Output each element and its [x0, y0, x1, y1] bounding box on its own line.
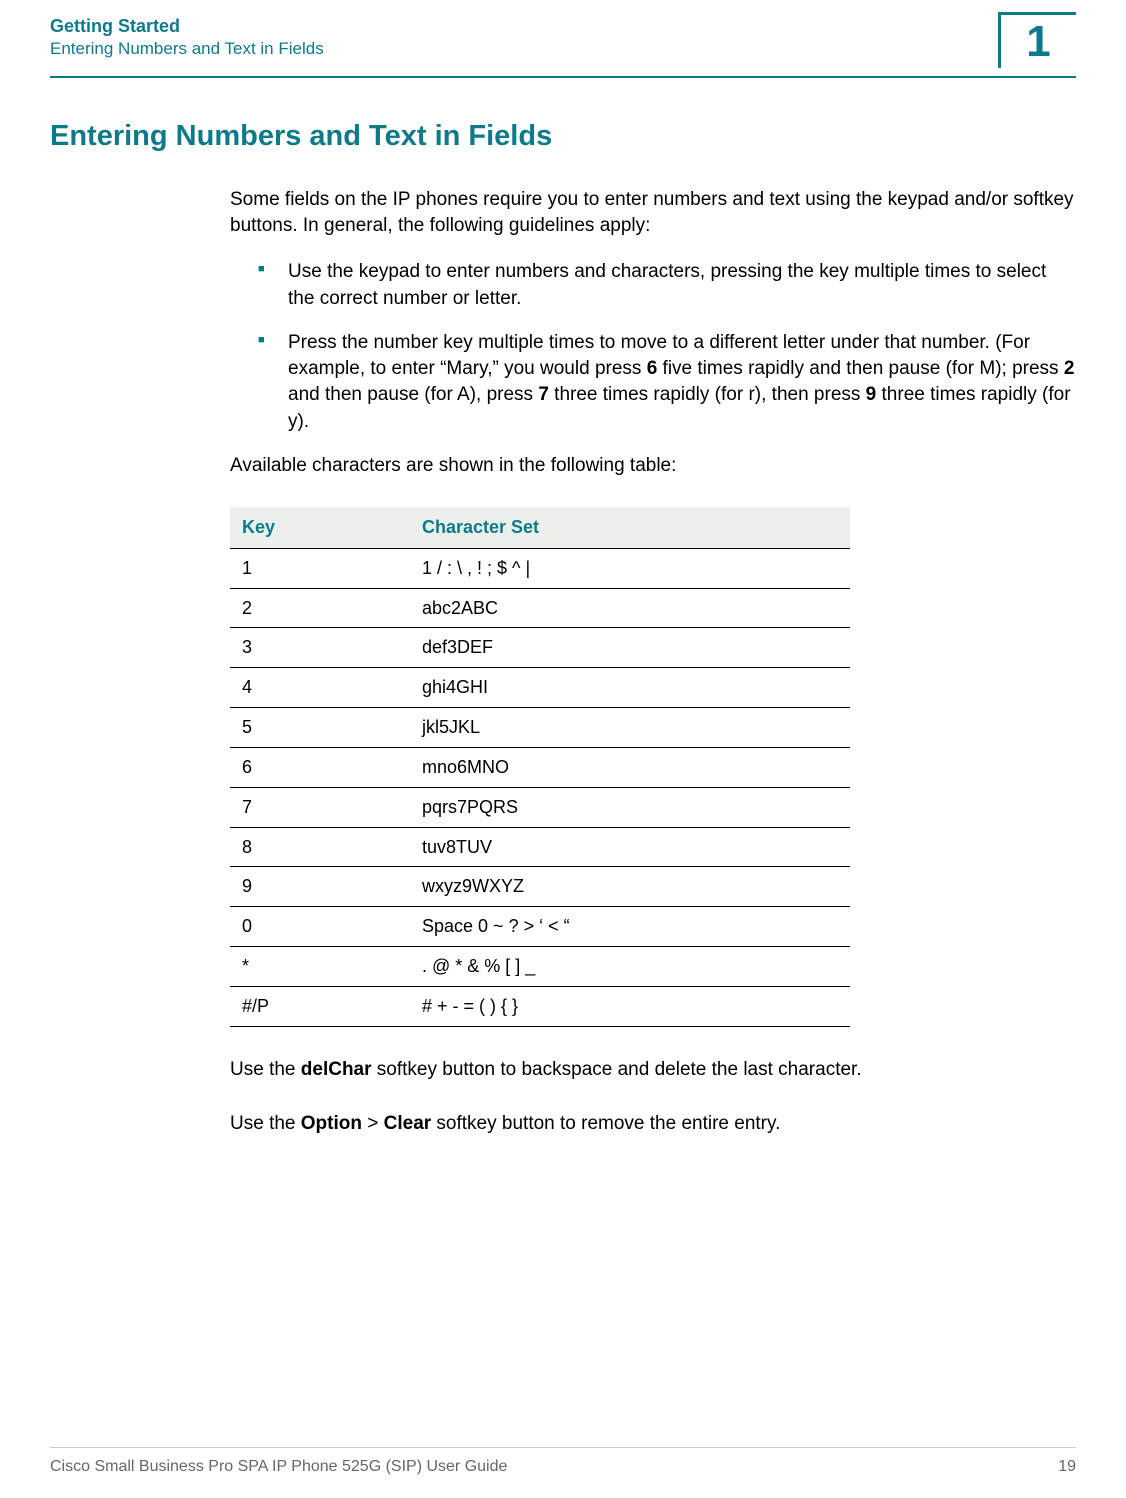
cell-key: 7 — [230, 787, 410, 827]
delchar-paragraph: Use the delChar softkey button to backsp… — [230, 1057, 1076, 1083]
table-row: *. @ * & % [ ] _ — [230, 947, 850, 987]
cell-charset: mno6MNO — [410, 747, 850, 787]
bullet2-t3: three times rapidly (for r), then press — [549, 384, 866, 405]
cell-charset: wxyz9WXYZ — [410, 867, 850, 907]
content-body: Some fields on the IP phones require you… — [230, 187, 1076, 1137]
bullet2-key6: 6 — [647, 358, 658, 379]
page-header: Getting Started Entering Numbers and Tex… — [0, 0, 1126, 68]
bullet-list: Use the keypad to enter numbers and char… — [258, 259, 1076, 434]
cell-charset: ghi4GHI — [410, 668, 850, 708]
header-left: Getting Started Entering Numbers and Tex… — [50, 12, 324, 59]
cell-key: 2 — [230, 588, 410, 628]
table-row: 7pqrs7PQRS — [230, 787, 850, 827]
footer-left: Cisco Small Business Pro SPA IP Phone 52… — [50, 1458, 507, 1476]
list-item: Use the keypad to enter numbers and char… — [258, 259, 1076, 311]
option-mid: > — [362, 1113, 384, 1134]
table-row: 8tuv8TUV — [230, 827, 850, 867]
available-chars-text: Available characters are shown in the fo… — [230, 453, 1076, 479]
table-body: 11 / : \ , ! ; $ ^ | 2abc2ABC 3def3DEF 4… — [230, 548, 850, 1026]
table-row: 5jkl5JKL — [230, 708, 850, 748]
cell-charset: abc2ABC — [410, 588, 850, 628]
option-clear-paragraph: Use the Option > Clear softkey button to… — [230, 1111, 1076, 1137]
table-row: 11 / : \ , ! ; $ ^ | — [230, 548, 850, 588]
bullet2-key9: 9 — [866, 384, 877, 405]
cell-charset: def3DEF — [410, 628, 850, 668]
table-header-key: Key — [230, 507, 410, 548]
cell-charset: jkl5JKL — [410, 708, 850, 748]
page-footer: Cisco Small Business Pro SPA IP Phone 52… — [50, 1447, 1076, 1476]
table-header-row: Key Character Set — [230, 507, 850, 548]
bullet2-t2: and then pause (for A), press — [288, 384, 538, 405]
intro-paragraph: Some fields on the IP phones require you… — [230, 187, 1076, 239]
character-table: Key Character Set 11 / : \ , ! ; $ ^ | 2… — [230, 507, 850, 1027]
cell-charset: Space 0 ~ ? > ‘ < “ — [410, 907, 850, 947]
delchar-bold: delChar — [301, 1059, 372, 1080]
table-row: #/P# + - = ( ) { } — [230, 986, 850, 1026]
cell-charset: # + - = ( ) { } — [410, 986, 850, 1026]
option-bold: Option — [301, 1113, 362, 1134]
chapter-number-box: 1 — [998, 12, 1076, 68]
bullet2-key2: 2 — [1064, 358, 1075, 379]
table-row: 2abc2ABC — [230, 588, 850, 628]
cell-charset: pqrs7PQRS — [410, 787, 850, 827]
cell-key: 5 — [230, 708, 410, 748]
footer-page-number: 19 — [1058, 1458, 1076, 1476]
clear-bold: Clear — [384, 1113, 432, 1134]
option-pre: Use the — [230, 1113, 301, 1134]
cell-key: 0 — [230, 907, 410, 947]
delchar-pre: Use the — [230, 1059, 301, 1080]
main-heading: Entering Numbers and Text in Fields — [50, 120, 1076, 153]
chapter-number: 1 — [1026, 17, 1050, 67]
bullet2-key7: 7 — [538, 384, 549, 405]
option-post: softkey button to remove the entire entr… — [431, 1113, 780, 1134]
cell-charset: . @ * & % [ ] _ — [410, 947, 850, 987]
cell-key: 4 — [230, 668, 410, 708]
cell-charset: tuv8TUV — [410, 827, 850, 867]
table-row: 9wxyz9WXYZ — [230, 867, 850, 907]
cell-charset: 1 / : \ , ! ; $ ^ | — [410, 548, 850, 588]
cell-key: 9 — [230, 867, 410, 907]
cell-key: * — [230, 947, 410, 987]
chapter-title: Getting Started — [50, 16, 324, 37]
delchar-post: softkey button to backspace and delete t… — [372, 1059, 862, 1080]
header-rule — [50, 76, 1076, 78]
table-row: 4ghi4GHI — [230, 668, 850, 708]
cell-key: 3 — [230, 628, 410, 668]
section-title: Entering Numbers and Text in Fields — [50, 39, 324, 59]
cell-key: 6 — [230, 747, 410, 787]
table-row: 6mno6MNO — [230, 747, 850, 787]
cell-key: #/P — [230, 986, 410, 1026]
cell-key: 1 — [230, 548, 410, 588]
table-row: 3def3DEF — [230, 628, 850, 668]
bullet2-t1: five times rapidly and then pause (for M… — [657, 358, 1064, 379]
list-item: Press the number key multiple times to m… — [258, 330, 1076, 435]
table-header-charset: Character Set — [410, 507, 850, 548]
cell-key: 8 — [230, 827, 410, 867]
table-row: 0Space 0 ~ ? > ‘ < “ — [230, 907, 850, 947]
